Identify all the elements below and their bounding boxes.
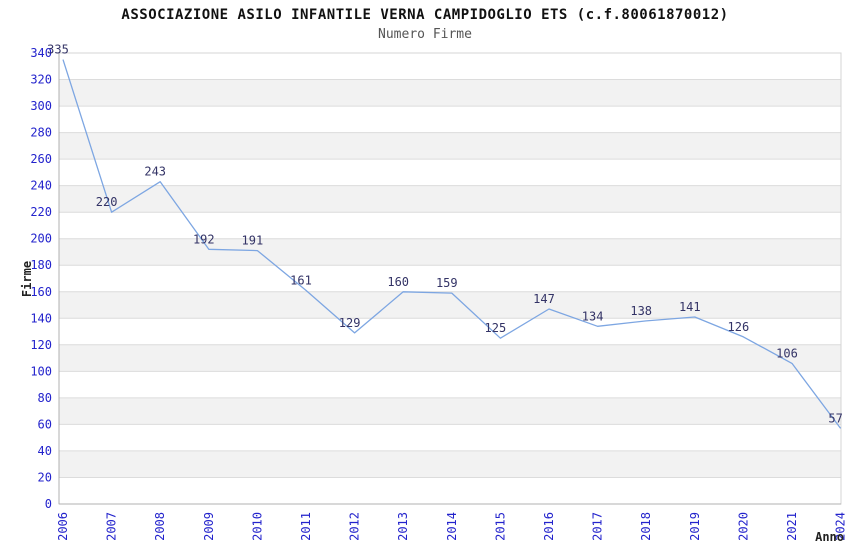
y-tick-label: 40 <box>38 444 52 458</box>
background-band <box>59 238 841 266</box>
y-tick-label: 140 <box>30 311 52 325</box>
y-tick-label: 100 <box>30 364 52 378</box>
data-point-label: 159 <box>436 276 458 290</box>
data-point-label: 161 <box>290 273 312 287</box>
data-point-label: 335 <box>47 43 69 57</box>
y-tick-label: 260 <box>30 152 52 166</box>
background-band <box>59 397 841 425</box>
background-band <box>59 450 841 478</box>
x-tick-label: 2012 <box>348 512 362 541</box>
x-tick-label: 2020 <box>736 512 750 541</box>
data-point-label: 126 <box>728 320 750 334</box>
data-point-label: 147 <box>533 292 555 306</box>
data-point-label: 243 <box>144 165 166 179</box>
x-axis-title: Anno <box>815 530 844 544</box>
data-point-label: 191 <box>242 234 264 248</box>
data-point-label: 129 <box>339 316 361 330</box>
y-tick-label: 340 <box>30 46 52 60</box>
data-point-label: 125 <box>485 321 507 335</box>
data-point-label: 141 <box>679 300 701 314</box>
chart-title: ASSOCIAZIONE ASILO INFANTILE VERNA CAMPI… <box>121 7 729 23</box>
x-tick-label: 2017 <box>591 512 605 541</box>
y-tick-label: 160 <box>30 285 52 299</box>
data-point-label: 57 <box>828 411 842 425</box>
background-band <box>59 344 841 372</box>
background-band <box>59 79 841 107</box>
x-tick-label: 2021 <box>785 512 799 541</box>
x-tick-label: 2010 <box>250 512 264 541</box>
y-tick-label: 80 <box>38 391 52 405</box>
data-line <box>62 59 842 429</box>
y-tick-label: 320 <box>30 73 52 87</box>
background-band <box>59 185 841 213</box>
data-point-label: 138 <box>630 304 652 318</box>
x-tick-label: 2019 <box>688 512 702 541</box>
x-tick-label: 2024 <box>834 512 848 541</box>
y-tick-label: 180 <box>30 258 52 272</box>
x-tick-label: 2007 <box>105 512 119 541</box>
data-point-label: 160 <box>387 275 409 289</box>
y-tick-label: 200 <box>30 232 52 246</box>
y-axis-title: Firme <box>20 261 34 297</box>
y-tick-label: 60 <box>38 417 52 431</box>
x-tick-label: 2013 <box>396 512 410 541</box>
data-point-label: 134 <box>582 309 604 323</box>
x-tick-label: 2015 <box>493 512 507 541</box>
y-tick-label: 300 <box>30 99 52 113</box>
x-tick-label: 2011 <box>299 512 313 541</box>
y-tick-label: 120 <box>30 338 52 352</box>
x-tick-label: 2016 <box>542 512 556 541</box>
x-tick-label: 2006 <box>56 512 70 541</box>
data-point-label: 106 <box>776 346 798 360</box>
x-tick-label: 2008 <box>153 512 167 541</box>
y-tick-label: 220 <box>30 205 52 219</box>
y-tick-label: 240 <box>30 179 52 193</box>
chart-subtitle: Numero Firme <box>378 27 472 42</box>
x-tick-label: 2014 <box>445 512 459 541</box>
background-band <box>59 291 841 319</box>
data-point-label: 220 <box>96 195 118 209</box>
x-tick-label: 2018 <box>639 512 653 541</box>
y-tick-label: 0 <box>45 497 52 511</box>
x-tick-label: 2009 <box>202 512 216 541</box>
y-tick-label: 20 <box>38 471 52 485</box>
y-tick-label: 280 <box>30 126 52 140</box>
data-point-label: 192 <box>193 232 215 246</box>
background-band <box>59 132 841 160</box>
